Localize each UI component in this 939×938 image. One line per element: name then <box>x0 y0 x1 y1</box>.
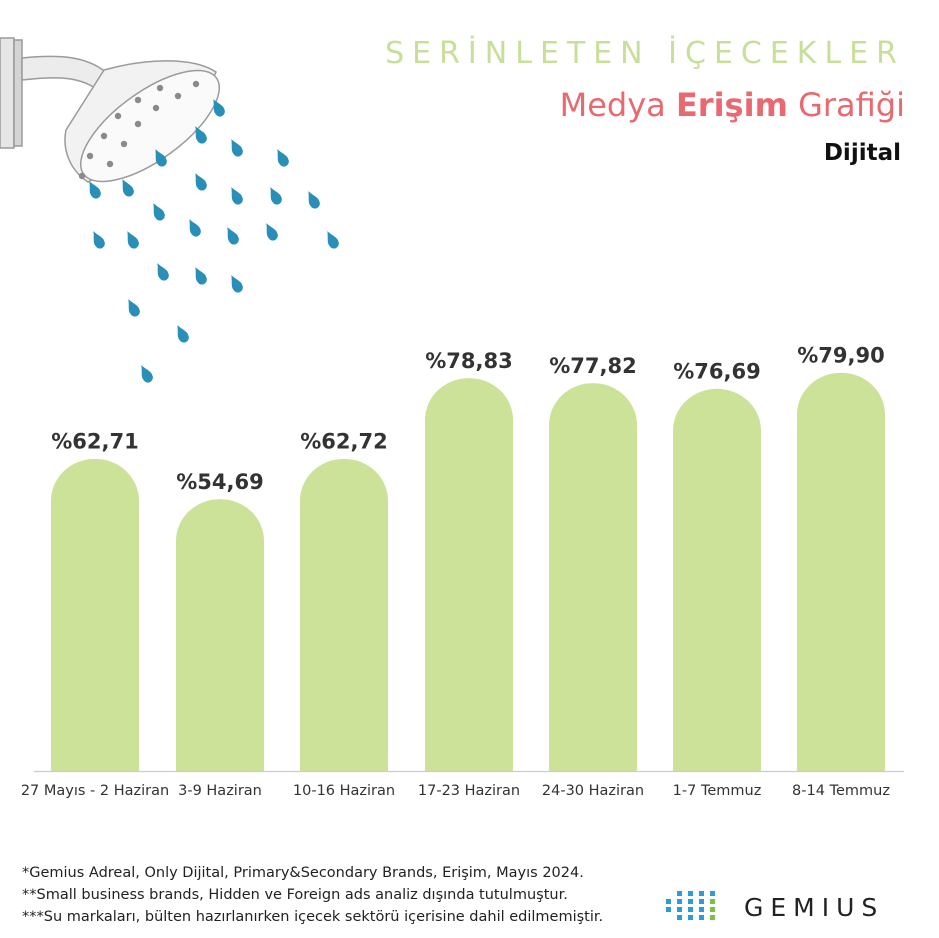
bar <box>549 383 637 771</box>
water-drop <box>231 187 243 205</box>
footnote-1: *Gemius Adreal, Only Dijital, Primary&Se… <box>22 865 584 881</box>
water-drop <box>213 99 225 117</box>
logo-dot <box>710 915 715 920</box>
chart-title-line1: SERİNLETEN İÇECEKLER <box>385 36 905 71</box>
bar-chart: %62,71 27 Mayıs - 2 Haziran %54,69 3-9 Hazi… <box>21 344 904 799</box>
logo-dot <box>699 899 704 904</box>
water-drop <box>141 365 153 383</box>
value-label: %79,90 <box>797 344 884 368</box>
bar <box>797 372 885 771</box>
water-drop <box>189 219 201 237</box>
bar <box>673 388 761 771</box>
water-drop <box>89 181 101 199</box>
value-label: %62,72 <box>300 430 387 454</box>
chart-title-line2: Medya Erişim Grafiği <box>560 86 905 124</box>
water-drop <box>195 126 207 144</box>
footnote-3: ***Su markaları, bülten hazırlanırken iç… <box>22 909 604 925</box>
water-drop <box>127 231 139 249</box>
water-drop <box>266 223 278 241</box>
logo-dot <box>710 907 715 912</box>
water-drop <box>327 231 339 249</box>
category-label: 8-14 Temmuz <box>792 783 890 799</box>
title-prefix: Medya <box>559 86 676 124</box>
logo-dot <box>699 891 704 896</box>
logo-dot <box>688 899 693 904</box>
gemius-dots-icon <box>666 891 715 920</box>
value-label: %54,69 <box>176 470 263 494</box>
footnotes: *Gemius Adreal, Only Dijital, Primary&Se… <box>22 862 603 928</box>
water-drop <box>270 187 282 205</box>
category-label: 3-9 Haziran <box>178 783 262 799</box>
water-drop <box>177 325 189 343</box>
water-drop <box>93 231 105 249</box>
water-drop <box>195 173 207 191</box>
gemius-logo: GEMIUS <box>664 889 884 925</box>
water-drop <box>231 275 243 293</box>
water-drop <box>227 227 239 245</box>
logo-dot <box>677 899 682 904</box>
water-drop <box>153 203 165 221</box>
value-label: %76,69 <box>673 360 760 384</box>
logo-dot <box>710 899 715 904</box>
title-bold: Erişim <box>675 86 788 124</box>
water-drop <box>231 139 243 157</box>
logo-dot <box>677 915 682 920</box>
logo-text: GEMIUS <box>744 892 885 922</box>
logo-dot <box>688 907 693 912</box>
category-label: 17-23 Haziran <box>418 783 520 799</box>
shower-head-icon <box>0 37 339 383</box>
logo-dot <box>699 907 704 912</box>
bar <box>51 458 139 771</box>
bar <box>176 499 264 771</box>
logo-dot <box>710 891 715 896</box>
value-label: %77,82 <box>549 354 636 378</box>
chart-subtitle: Dijital <box>823 140 901 166</box>
category-label: 27 Mayıs - 2 Haziran <box>21 783 169 799</box>
water-drop <box>277 149 289 167</box>
water-drop <box>157 263 169 281</box>
logo-dot <box>677 907 682 912</box>
bar <box>425 378 513 771</box>
category-label: 10-16 Haziran <box>293 783 395 799</box>
category-label: 1-7 Temmuz <box>673 783 762 799</box>
category-label: 24-30 Haziran <box>542 783 644 799</box>
footnote-2: **Small business brands, Hidden ve Forei… <box>22 887 568 903</box>
logo-dot <box>666 899 671 904</box>
value-label: %62,71 <box>51 430 138 454</box>
logo-dot <box>688 891 693 896</box>
water-drop <box>195 267 207 285</box>
logo-dot <box>677 891 682 896</box>
title-suffix: Grafiği <box>787 86 905 124</box>
bar <box>300 458 388 771</box>
water-drop <box>122 179 134 197</box>
water-drop <box>155 149 167 167</box>
logo-dot <box>699 915 704 920</box>
value-label: %78,83 <box>425 349 512 373</box>
logo-dot <box>688 915 693 920</box>
water-drop <box>308 191 320 209</box>
water-drop <box>128 299 140 317</box>
logo-dot <box>666 907 671 912</box>
